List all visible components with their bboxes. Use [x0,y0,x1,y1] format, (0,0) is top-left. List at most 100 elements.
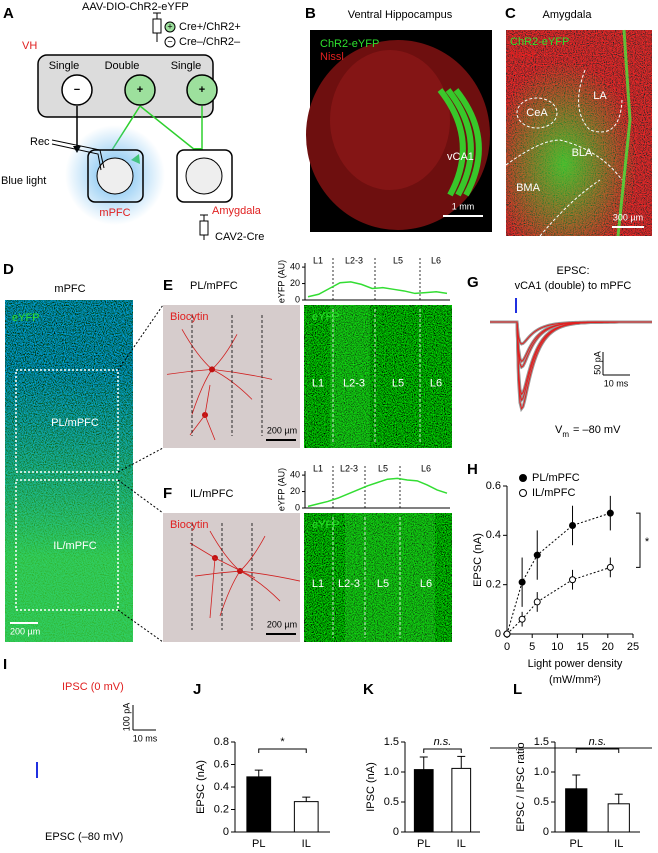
panel-letter: H [467,461,478,478]
x-tick-label: 25 [627,641,639,653]
y-tick-label: 0.6 [214,758,229,770]
shape [453,88,482,197]
point [503,630,511,638]
shape [616,29,632,237]
cell-sign: + [199,84,205,96]
significance: n.s. [589,736,607,748]
legend-sign: + [167,21,172,31]
layer-label: L6 [431,255,441,265]
panel-letter: G [467,274,479,291]
point [569,576,577,584]
layer-label: L6 [430,378,442,390]
cell-sign: + [137,84,143,96]
mask [155,660,185,850]
trace [490,321,652,345]
point [606,563,614,571]
region-label: CeA [526,107,548,119]
rec-label: Rec [30,136,50,148]
shape [219,570,241,617]
x-tick-label: IL [302,838,311,850]
trace [490,321,653,368]
shape [191,369,213,415]
group-label: Single [171,60,202,72]
layer-label: L1 [312,578,324,590]
region-label: LA [593,90,607,102]
target-label: mPFC [99,207,130,219]
significance: n.s. [434,736,452,748]
region-label: BLA [572,147,593,159]
tissue [330,50,450,190]
image-area [345,513,435,642]
trace [490,320,653,370]
panel-letter: C [505,5,516,22]
panel-letter: D [3,261,14,278]
scale-label: 200 µm [10,626,40,636]
point [606,509,614,517]
legend-sign: − [167,36,172,46]
shape [211,368,273,380]
shape [194,570,241,577]
trace [490,321,652,410]
x-tick-label: PL [417,838,430,850]
image-area [163,305,300,448]
bar [565,788,588,833]
panel-letter: B [305,5,316,22]
bar [246,776,272,833]
y-tick-label: 0.2 [214,803,229,815]
panel-letter: E [163,277,173,294]
line [117,479,164,514]
virus-label: CAV2-Cre [215,231,264,243]
point [533,551,541,559]
layer-label: L6 [420,578,432,590]
panel-letter: L [513,681,522,698]
stain-label: eYFP [312,311,340,323]
scale-label: 200 µm [267,425,297,435]
stain-label: ChR2-eYFP [510,36,569,48]
image-area [304,305,452,448]
legend-marker [519,489,527,497]
shape [239,570,281,602]
region-label: vCA1 [447,151,474,163]
panel-title: Ventral Hippocampus [348,9,453,21]
significance: * [280,736,285,748]
legend-marker [164,21,176,33]
line [117,304,164,371]
trace-label: EPSC (–80 mV) [45,831,123,843]
y-tick-label: 40 [290,261,300,271]
point [518,615,526,623]
stain-label: Nissl [510,49,534,61]
y-tick-label: 0.2 [486,579,501,591]
scale-label: 300 µm [613,212,643,222]
shape [166,368,213,375]
stain-label: eYFP [12,312,40,324]
y-tick-label: 40 [290,469,300,479]
neuron [237,568,243,575]
shape [209,530,241,572]
vm-part: = –80 mV [573,424,621,436]
layer-label: L2-3 [343,378,365,390]
significance: * [645,536,650,548]
stain-label: eYFP [312,519,340,531]
image-area [304,513,452,642]
image-area [5,300,133,642]
image-area [87,149,144,203]
panel-title: IL/mPFC [190,488,233,500]
target-label: Amygdala [212,205,262,217]
y-tick-label: 0 [295,502,300,512]
layer-label: L1 [313,463,323,473]
layer-label: L5 [393,255,403,265]
layer-label: L2-3 [340,463,358,473]
scale-label: 10 ms [604,378,629,388]
y-tick-label: 20 [290,486,300,496]
scale-label: 10 ms [133,733,158,743]
panel-letter: A [3,5,14,22]
y-tick-label: 0 [295,294,300,304]
point [569,521,577,529]
group-label: Double [105,60,140,72]
shape [423,748,462,753]
panel-title: PL/mPFC [190,280,238,292]
scale-label: 1 mm [452,201,475,211]
light-label: Blue light [1,175,46,187]
